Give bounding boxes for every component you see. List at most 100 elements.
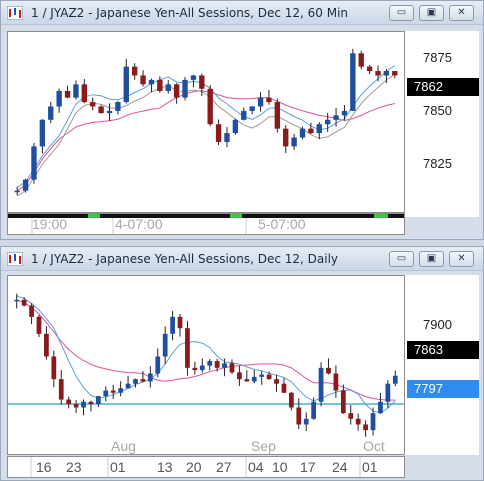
candle-body: [56, 90, 62, 107]
candle-body: [51, 356, 57, 380]
candle-body: [207, 361, 213, 366]
close-button[interactable]: ✕: [449, 251, 474, 267]
time-label: 19:00: [32, 216, 68, 232]
candle-body: [133, 379, 138, 384]
candle-body: [259, 374, 265, 377]
candle-body: [251, 376, 257, 382]
day-axis-daily: 16 23 01 13 20 27 04 10 17 24 01: [7, 456, 405, 478]
candle-body: [326, 367, 331, 374]
day-label: 23: [66, 459, 82, 475]
candle-body: [366, 66, 373, 72]
candle-body: [177, 316, 183, 329]
candle-body: [173, 84, 180, 98]
candle-body: [237, 372, 242, 380]
candle-body: [170, 316, 175, 334]
minimize-button[interactable]: ▭: [389, 5, 414, 21]
title-bar[interactable]: 1 / JYAZ2 - Japanese Yen-All Sessions, D…: [1, 1, 483, 25]
candle-body: [115, 102, 121, 111]
candle-body: [21, 299, 27, 306]
candle-body: [392, 375, 398, 384]
candle-body: [291, 137, 297, 147]
candle-body: [266, 97, 272, 103]
last-price-tag: 7862: [407, 78, 479, 96]
candle-body: [73, 404, 79, 408]
candle-body: [358, 53, 364, 67]
candle-body: [370, 413, 376, 431]
fast-moving-average-line: [16, 295, 396, 414]
candle-body: [81, 84, 88, 103]
envelope-line: [16, 73, 396, 197]
title-bar[interactable]: 1 / JYAZ2 - Japanese Yen-All Sessions, D…: [1, 247, 483, 271]
candle-body: [98, 106, 104, 114]
price-plot-60min[interactable]: [7, 31, 405, 213]
candle-body: [363, 424, 368, 431]
slow-moving-average-line: [16, 299, 396, 401]
restore-button[interactable]: ▣: [419, 5, 444, 21]
chart-icon: [7, 6, 23, 20]
day-label: 20: [186, 459, 202, 475]
close-button[interactable]: ✕: [449, 5, 474, 21]
candle-body: [22, 179, 29, 191]
candle-body: [281, 383, 287, 393]
candle-body: [106, 110, 113, 114]
candle-body: [58, 379, 64, 400]
candle-body: [88, 401, 94, 405]
candle-body: [316, 124, 322, 134]
candle-body: [73, 84, 79, 98]
chart-window-60min[interactable]: 1 / JYAZ2 - Japanese Yen-All Sessions, D…: [0, 0, 484, 240]
candle-body: [31, 146, 37, 180]
month-label: Oct: [363, 438, 385, 454]
candle-body: [131, 66, 138, 76]
candle-body: [36, 316, 42, 334]
candle-body: [308, 128, 314, 134]
candle-body: [190, 75, 197, 80]
window-title: 1 / JYAZ2 - Japanese Yen-All Sessions, D…: [31, 6, 349, 20]
candle-body: [148, 79, 155, 85]
candle-body: [39, 119, 46, 147]
candle-body: [185, 328, 190, 368]
window-title: 1 / JYAZ2 - Japanese Yen-All Sessions, D…: [31, 252, 339, 266]
candle-body: [348, 413, 354, 419]
restore-button[interactable]: ▣: [419, 251, 444, 267]
y-axis-label: 7875: [423, 50, 452, 65]
candle-body: [274, 102, 281, 129]
chart-window-daily[interactable]: 1 / JYAZ2 - Japanese Yen-All Sessions, D…: [0, 246, 484, 481]
candle-body: [318, 367, 324, 402]
y-axis-label: 7850: [423, 103, 452, 118]
candle-body: [288, 392, 294, 408]
candle-body: [283, 128, 289, 147]
candlestick-chart-60min: [14, 48, 398, 197]
day-label: 10: [272, 459, 288, 475]
candle-body: [140, 75, 146, 85]
chart-icon: [7, 252, 23, 266]
time-label: 4-07:00: [115, 216, 163, 232]
candle-body: [81, 401, 86, 408]
price-plot-daily[interactable]: [7, 275, 405, 455]
candle-body: [182, 79, 188, 98]
day-label: 01: [362, 459, 378, 475]
slow-moving-average-line: [16, 90, 395, 192]
day-label: 24: [332, 459, 348, 475]
minimize-button[interactable]: ▭: [389, 251, 414, 267]
day-label: 04: [248, 459, 264, 475]
day-label: 17: [300, 459, 316, 475]
candle-body: [266, 374, 272, 380]
candle-body: [249, 106, 255, 111]
candle-body: [333, 373, 339, 391]
candle-body: [244, 379, 250, 382]
candle-body: [340, 390, 346, 414]
candle-body: [299, 128, 306, 138]
candle-body: [66, 399, 72, 405]
candle-body: [311, 401, 317, 419]
candle-body: [29, 305, 34, 317]
candlestick-chart-daily: [8, 293, 404, 437]
candle-body: [385, 383, 391, 402]
month-label: Aug: [111, 438, 136, 454]
candle-body: [147, 373, 153, 382]
day-label: 16: [36, 459, 52, 475]
candle-body: [392, 71, 398, 76]
candle-body: [44, 333, 49, 357]
time-axis-60min: 19:00 4-07:00 5-07:00: [7, 213, 405, 235]
candle-body: [165, 84, 171, 91]
candle-body: [303, 418, 309, 425]
